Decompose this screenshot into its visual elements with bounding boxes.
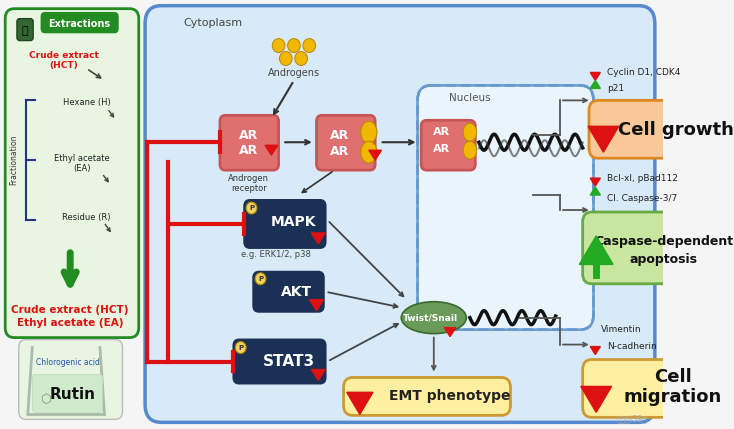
Polygon shape xyxy=(346,393,373,414)
Text: Cell growth: Cell growth xyxy=(618,121,733,139)
Text: Cytoplasm: Cytoplasm xyxy=(184,18,242,27)
Text: AR: AR xyxy=(239,144,258,157)
Polygon shape xyxy=(581,387,611,412)
Text: Hexane (H): Hexane (H) xyxy=(62,98,110,107)
Text: Cell: Cell xyxy=(654,369,691,387)
FancyBboxPatch shape xyxy=(19,340,123,419)
Polygon shape xyxy=(368,150,382,160)
FancyBboxPatch shape xyxy=(5,9,139,338)
Polygon shape xyxy=(588,126,619,152)
Polygon shape xyxy=(590,178,600,186)
FancyBboxPatch shape xyxy=(421,120,476,170)
Ellipse shape xyxy=(360,121,377,143)
Polygon shape xyxy=(590,80,600,88)
FancyBboxPatch shape xyxy=(41,13,118,33)
Text: AR: AR xyxy=(330,145,349,158)
Polygon shape xyxy=(265,145,277,155)
Text: p21: p21 xyxy=(607,84,624,93)
Text: P: P xyxy=(258,276,263,282)
Text: Residue (R): Residue (R) xyxy=(62,214,111,223)
Text: AR: AR xyxy=(432,127,449,137)
Text: receptor: receptor xyxy=(231,184,266,193)
Text: Bcl-xl, pBad112: Bcl-xl, pBad112 xyxy=(607,174,678,183)
Text: Twist/Snail: Twist/Snail xyxy=(403,313,458,322)
Circle shape xyxy=(236,341,246,353)
FancyBboxPatch shape xyxy=(253,272,324,312)
Text: apoptosis: apoptosis xyxy=(630,254,698,266)
FancyBboxPatch shape xyxy=(583,360,734,417)
Text: (HCT): (HCT) xyxy=(49,61,79,70)
Text: ⬡: ⬡ xyxy=(40,393,51,406)
FancyBboxPatch shape xyxy=(32,375,103,412)
Text: Ethyl acetate: Ethyl acetate xyxy=(54,154,110,163)
FancyBboxPatch shape xyxy=(344,378,510,415)
Circle shape xyxy=(255,273,266,285)
Text: Androgens: Androgens xyxy=(268,69,320,79)
Polygon shape xyxy=(590,347,600,354)
Text: STAT3: STAT3 xyxy=(264,354,316,369)
Text: AKT: AKT xyxy=(281,285,312,299)
Text: N-cadherin: N-cadherin xyxy=(607,342,657,351)
FancyBboxPatch shape xyxy=(418,85,594,329)
Polygon shape xyxy=(311,369,325,381)
Circle shape xyxy=(272,39,285,52)
Text: Crude extract: Crude extract xyxy=(29,51,99,60)
Polygon shape xyxy=(579,236,613,264)
Text: Crude extract (HCT): Crude extract (HCT) xyxy=(12,305,129,315)
Polygon shape xyxy=(311,233,325,244)
Ellipse shape xyxy=(463,141,476,159)
Polygon shape xyxy=(590,187,600,195)
Text: e.g. ERK1/2, p38: e.g. ERK1/2, p38 xyxy=(241,251,310,260)
FancyBboxPatch shape xyxy=(17,18,33,41)
Circle shape xyxy=(288,39,300,52)
Ellipse shape xyxy=(360,141,377,163)
Text: Caspase-dependent: Caspase-dependent xyxy=(595,236,733,248)
Text: Rutin: Rutin xyxy=(50,387,96,402)
Text: MAPK: MAPK xyxy=(271,215,316,229)
Polygon shape xyxy=(590,73,600,80)
Text: Cyclin D1, CDK4: Cyclin D1, CDK4 xyxy=(607,68,680,77)
Polygon shape xyxy=(444,328,456,337)
FancyBboxPatch shape xyxy=(244,200,325,248)
Text: Chlorogenic acid: Chlorogenic acid xyxy=(37,358,101,367)
Text: AR: AR xyxy=(239,129,258,142)
Text: P: P xyxy=(238,344,243,350)
Text: Ethyl acetate (EA): Ethyl acetate (EA) xyxy=(17,317,123,328)
Circle shape xyxy=(303,39,316,52)
FancyBboxPatch shape xyxy=(233,340,325,384)
Ellipse shape xyxy=(401,302,466,334)
Text: Nucleus: Nucleus xyxy=(449,94,491,103)
Text: EMT phenotype: EMT phenotype xyxy=(389,390,511,403)
Circle shape xyxy=(295,51,308,66)
Text: Cl. Caspase-3/7: Cl. Caspase-3/7 xyxy=(607,193,677,202)
Text: 快传号/39号: 快传号/39号 xyxy=(617,415,647,424)
Text: Vimentin: Vimentin xyxy=(600,325,642,334)
FancyBboxPatch shape xyxy=(145,6,655,422)
FancyBboxPatch shape xyxy=(589,100,734,158)
FancyBboxPatch shape xyxy=(220,115,279,170)
Text: Fractionation: Fractionation xyxy=(9,135,18,185)
Text: migration: migration xyxy=(624,388,722,406)
Text: P: P xyxy=(249,205,254,211)
Text: AR: AR xyxy=(330,129,349,142)
Text: Androgen: Androgen xyxy=(228,174,269,183)
Text: Extractions: Extractions xyxy=(48,18,110,29)
Circle shape xyxy=(280,51,292,66)
FancyBboxPatch shape xyxy=(316,115,375,170)
FancyBboxPatch shape xyxy=(583,212,734,284)
Circle shape xyxy=(246,202,257,214)
Text: AR: AR xyxy=(432,144,449,154)
Text: 🧪: 🧪 xyxy=(22,26,29,36)
Polygon shape xyxy=(310,300,324,311)
Ellipse shape xyxy=(463,123,476,141)
Text: (EA): (EA) xyxy=(73,163,91,172)
